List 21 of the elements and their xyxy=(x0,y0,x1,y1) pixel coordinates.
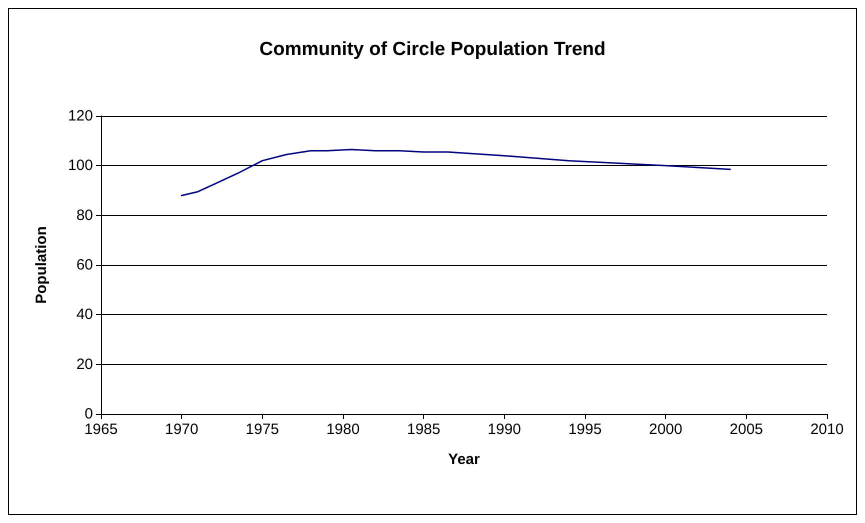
y-tick-label: 80 xyxy=(76,206,93,224)
chart-title: Community of Circle Population Trend xyxy=(259,39,606,60)
y-tick-label: 100 xyxy=(68,157,93,174)
line-series xyxy=(180,148,731,196)
x-tick-label: 2005 xyxy=(730,421,764,438)
x-axis-title: Year xyxy=(448,451,480,468)
x-tick-label: 1965 xyxy=(84,421,118,438)
y-tick-label: 40 xyxy=(76,306,93,324)
x-tick-label: 1985 xyxy=(406,421,440,438)
y-tick-label: 20 xyxy=(76,356,93,373)
x-tick-label: 2000 xyxy=(648,421,682,438)
x-tick-label: 1995 xyxy=(568,421,602,438)
y-tick-label: 0 xyxy=(84,406,93,422)
x-tick-label: 1980 xyxy=(326,421,360,438)
y-axis-title: Population xyxy=(33,226,50,304)
x-tick-label: 1970 xyxy=(164,421,198,438)
y-tick-label: 120 xyxy=(68,108,93,124)
y-tick-label: 60 xyxy=(76,256,93,274)
x-tick-label: 1990 xyxy=(488,421,522,438)
x-tick-label: 2010 xyxy=(810,421,844,438)
x-tick-label: 1975 xyxy=(246,421,280,438)
